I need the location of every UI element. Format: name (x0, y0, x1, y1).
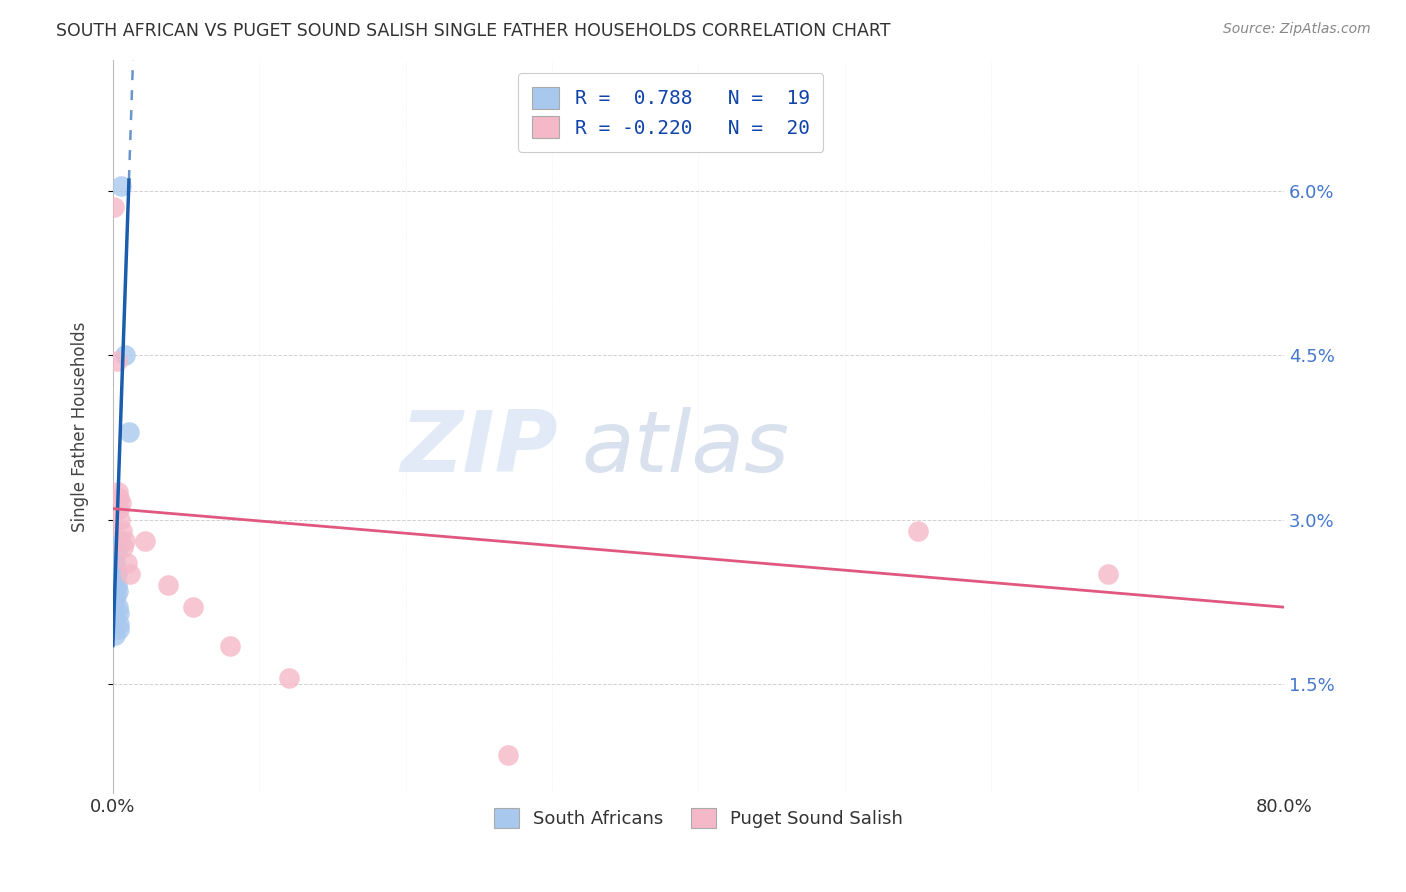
Point (114, 348, 136, 362)
Point (114, 534, 136, 549)
Text: ZIP: ZIP (401, 407, 558, 490)
Point (1097, 567, 1119, 582)
Point (277, 671, 299, 685)
Point (107, 600, 129, 615)
Point (118, 425, 141, 439)
Point (105, 545, 128, 559)
Point (103, 611, 125, 625)
Point (120, 567, 142, 582)
Point (157, 578, 180, 592)
Point (107, 501, 129, 516)
Y-axis label: Single Father Households: Single Father Households (72, 321, 89, 532)
Point (112, 540, 135, 554)
Point (105, 578, 128, 592)
Point (907, 524, 929, 538)
Point (104, 573, 127, 587)
Point (219, 639, 242, 653)
Point (108, 534, 131, 549)
Point (110, 496, 132, 510)
Text: SOUTH AFRICAN VS PUGET SOUND SALISH SINGLE FATHER HOUSEHOLDS CORRELATION CHART: SOUTH AFRICAN VS PUGET SOUND SALISH SING… (56, 22, 891, 40)
Point (110, 178, 132, 193)
Point (103, 595, 125, 609)
Point (107, 583, 129, 598)
Point (117, 557, 139, 571)
Point (105, 562, 128, 576)
Point (104, 627, 127, 641)
Point (107, 485, 129, 500)
Point (134, 534, 156, 549)
Text: Source: ZipAtlas.com: Source: ZipAtlas.com (1223, 22, 1371, 37)
Point (107, 606, 129, 620)
Point (104, 589, 127, 603)
Point (183, 600, 205, 615)
Point (103, 201, 125, 215)
Text: atlas: atlas (581, 407, 789, 490)
Point (111, 524, 134, 538)
Point (108, 616, 131, 631)
Point (496, 747, 519, 762)
Point (108, 622, 131, 636)
Point (108, 491, 131, 505)
Point (105, 353, 128, 368)
Legend: South Africans, Puget Sound Salish: South Africans, Puget Sound Salish (486, 800, 911, 836)
Point (108, 512, 131, 526)
Point (105, 567, 128, 582)
Point (104, 557, 127, 571)
